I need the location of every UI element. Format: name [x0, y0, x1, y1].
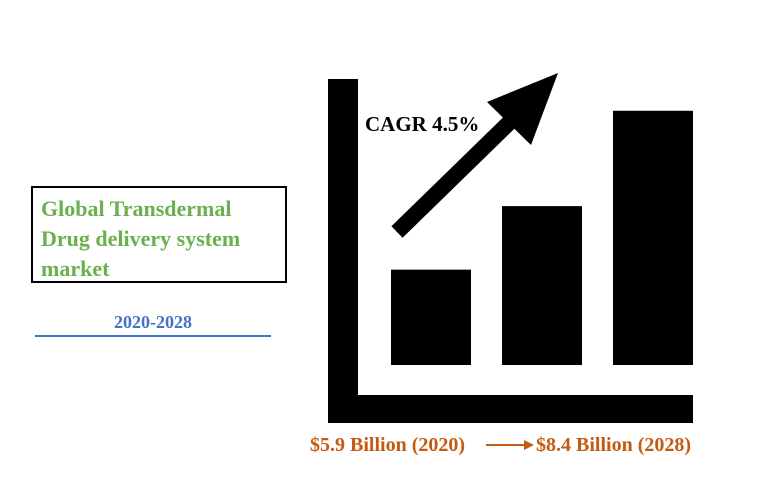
title-box: Global Transdermal Drug delivery system …: [31, 186, 287, 283]
cagr-annotation: CAGR 4.5%: [365, 112, 480, 136]
bar-3: [613, 110, 693, 366]
y-axis: [328, 79, 358, 423]
value-connector-arrow-icon: [486, 440, 534, 450]
period-label: 2020-2028: [35, 311, 271, 337]
start-value-label: $5.9 Billion (2020): [310, 434, 466, 456]
end-value-label: $8.4 Billion (2028): [536, 434, 692, 456]
bar-2: [502, 206, 582, 365]
chart-title: Global Transdermal Drug delivery system …: [41, 196, 241, 281]
bars-group: [391, 110, 693, 366]
bar-1: [391, 269, 471, 365]
growth-arrow-icon: [391, 73, 558, 238]
x-axis: [328, 395, 693, 423]
